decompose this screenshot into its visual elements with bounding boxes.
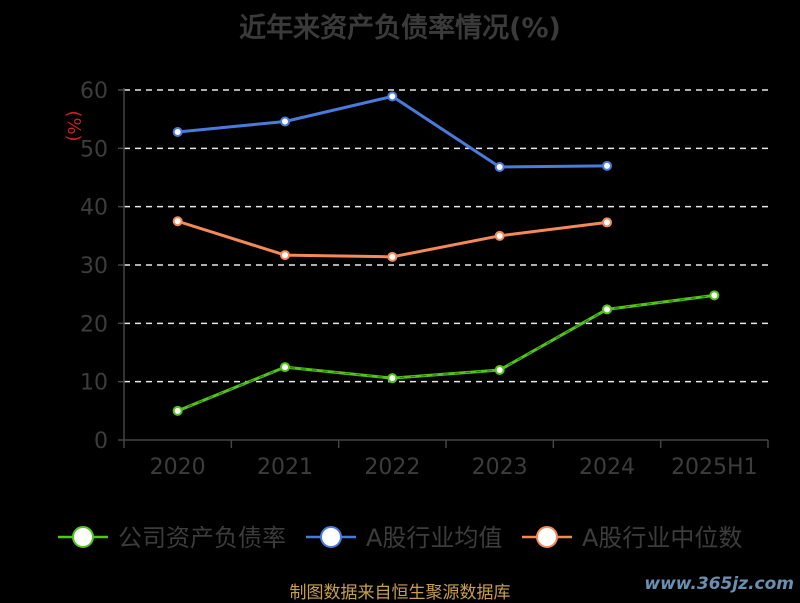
data-point	[494, 365, 505, 375]
data-point	[172, 216, 183, 227]
legend-label: A股行业均值	[366, 524, 502, 552]
y-axis-label: (%)	[63, 110, 84, 141]
data-point	[602, 160, 612, 171]
x-tick-label: 2023	[472, 455, 528, 480]
data-point	[494, 162, 505, 172]
legend-label: A股行业中位数	[582, 524, 742, 552]
y-tick-label: 10	[80, 371, 108, 396]
data-point	[172, 127, 183, 137]
x-tick-label: 2025H1	[671, 455, 758, 480]
data-point	[494, 230, 505, 241]
legend-swatch-marker	[320, 526, 342, 548]
series-lines	[172, 91, 720, 416]
y-tick-label: 20	[80, 312, 108, 337]
data-point	[602, 217, 612, 228]
data-point	[387, 91, 398, 102]
data-source-note: 制图数据来自恒生聚源数据库	[289, 583, 511, 603]
series-line	[177, 94, 608, 169]
y-tick-label: 30	[80, 254, 108, 279]
watermark: www.365jz.com	[644, 574, 794, 594]
data-point	[709, 290, 720, 301]
legend-swatch-marker	[72, 526, 94, 548]
x-tick-label: 2021	[257, 455, 313, 480]
y-tick-label: 60	[80, 79, 108, 104]
data-point	[280, 250, 290, 261]
chart-title: 近年来资产负债率情况(%)	[239, 13, 561, 44]
legend: 公司资产负债率 A股行业均值 A股行业中位数	[58, 524, 742, 552]
series-line	[177, 219, 608, 259]
legend-swatch-marker	[536, 526, 558, 548]
series-trend-line	[177, 294, 715, 412]
y-tick-label: 0	[94, 429, 108, 454]
data-point	[387, 251, 398, 262]
y-tick-label: 40	[80, 196, 108, 221]
data-point	[280, 116, 290, 127]
y-tick-label: 50	[80, 137, 108, 162]
data-point	[387, 373, 398, 384]
data-point	[280, 362, 290, 373]
grid-lines	[124, 89, 768, 383]
x-tick-label: 2024	[579, 455, 635, 480]
x-tick-label: 2020	[150, 455, 206, 480]
series-line	[177, 293, 715, 413]
data-point	[172, 405, 183, 416]
legend-label: 公司资产负债率	[118, 524, 286, 552]
axes: 0 10 20 30 40 50 60 2020 2021 2022 2023 2024 2025H1 (…	[63, 79, 769, 480]
x-tick-label: 2022	[364, 455, 420, 480]
data-point	[602, 304, 612, 315]
